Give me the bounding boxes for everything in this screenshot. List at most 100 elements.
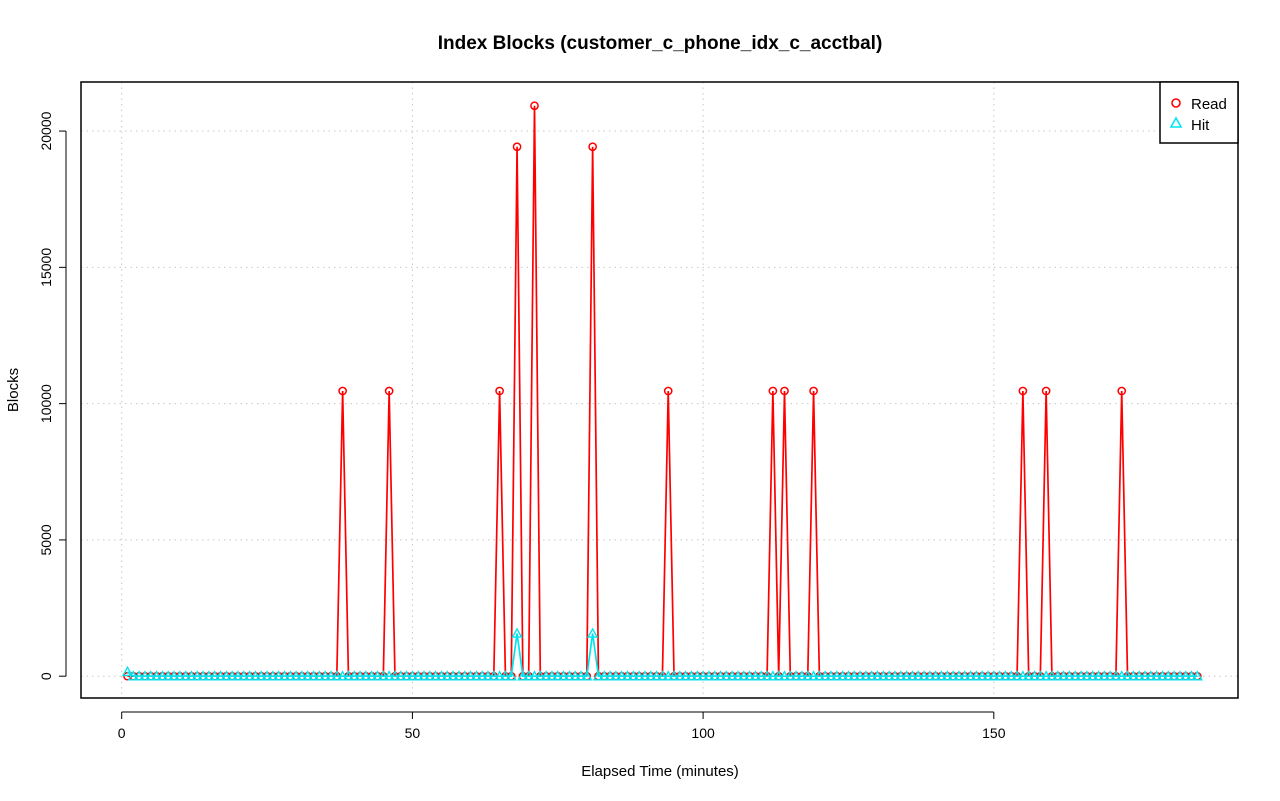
data-point	[1133, 670, 1145, 681]
data-point	[935, 670, 948, 681]
data-point	[325, 670, 337, 681]
data-point	[495, 386, 504, 396]
data-point	[1092, 670, 1105, 681]
data-point	[691, 670, 703, 681]
data-point	[336, 670, 349, 681]
data-point	[1086, 670, 1099, 681]
data-point	[993, 670, 1006, 681]
data-point	[338, 386, 347, 396]
data-point	[588, 142, 597, 152]
data-point	[650, 670, 663, 681]
data-point	[1179, 670, 1192, 681]
data-point	[179, 670, 192, 681]
data-point	[784, 670, 797, 681]
data-point	[331, 670, 343, 681]
data-point	[121, 665, 134, 677]
data-point	[127, 670, 140, 681]
data-point	[1191, 670, 1203, 681]
data-point	[854, 670, 866, 681]
data-point	[476, 670, 488, 681]
legend: Read Hit	[1159, 81, 1239, 144]
data-point	[1117, 386, 1127, 396]
data-point	[720, 670, 733, 681]
data-point	[767, 670, 779, 681]
data-point	[488, 670, 500, 681]
data-point	[447, 670, 459, 681]
data-point	[988, 670, 1000, 681]
data-point	[970, 670, 983, 681]
data-point	[703, 670, 715, 681]
y-axis-label: Blocks	[5, 368, 22, 412]
data-point	[441, 670, 453, 681]
data-point	[272, 670, 285, 681]
data-point	[569, 670, 581, 681]
data-point	[610, 670, 622, 681]
data-point	[377, 670, 390, 681]
data-point	[1057, 670, 1070, 681]
data-point	[249, 670, 262, 681]
data-point	[150, 670, 163, 681]
data-point	[860, 670, 872, 681]
data-point	[959, 670, 971, 681]
data-point	[743, 670, 756, 681]
data-point	[668, 670, 680, 681]
data-point	[384, 386, 394, 396]
data-point	[685, 670, 698, 681]
data-point	[168, 670, 180, 681]
data-point	[342, 670, 355, 681]
data-point	[1121, 670, 1134, 681]
data-point	[1098, 670, 1110, 681]
data-point	[156, 670, 169, 681]
data-point	[389, 670, 401, 681]
data-point	[139, 670, 151, 681]
data-point	[354, 670, 366, 681]
data-point	[267, 670, 279, 681]
grid	[81, 82, 1238, 698]
data-point	[679, 670, 692, 681]
data-point	[947, 670, 959, 681]
data-point	[470, 670, 483, 681]
y-axis: 0 5000 10000 15000 20000	[38, 111, 67, 680]
data-point	[592, 670, 605, 681]
data-point	[1174, 670, 1186, 681]
series-read	[123, 101, 1202, 681]
data-point	[1139, 670, 1151, 681]
data-point	[912, 670, 924, 681]
data-point	[214, 670, 227, 681]
data-point	[842, 670, 855, 681]
data-point	[809, 386, 818, 396]
data-point	[819, 670, 831, 681]
legend-hit-label: Hit	[1191, 117, 1210, 134]
data-point	[1005, 670, 1017, 681]
data-point	[848, 670, 860, 681]
data-point	[424, 670, 436, 681]
data-point	[1156, 670, 1169, 681]
x-tick-label: 100	[691, 725, 715, 741]
data-point	[604, 670, 616, 681]
data-point	[540, 670, 552, 681]
data-point	[778, 670, 791, 681]
data-point	[243, 670, 256, 681]
data-point	[493, 670, 506, 681]
data-point	[1046, 670, 1058, 681]
data-point	[836, 670, 849, 681]
data-point	[656, 670, 669, 681]
data-point	[813, 670, 826, 681]
data-point	[941, 670, 953, 681]
data-point	[255, 670, 267, 681]
legend-read-label: Read	[1191, 96, 1227, 113]
data-point	[412, 670, 424, 681]
data-point	[174, 670, 186, 681]
data-point	[534, 670, 547, 681]
data-point	[366, 670, 378, 681]
data-point	[1040, 670, 1052, 681]
data-point	[1011, 670, 1023, 681]
data-point	[319, 670, 331, 681]
data-point	[261, 670, 273, 681]
data-point	[918, 670, 930, 681]
data-point	[371, 670, 384, 681]
data-point	[586, 627, 599, 638]
data-point	[348, 670, 360, 681]
data-point	[1145, 670, 1157, 681]
data-point	[1052, 670, 1064, 681]
